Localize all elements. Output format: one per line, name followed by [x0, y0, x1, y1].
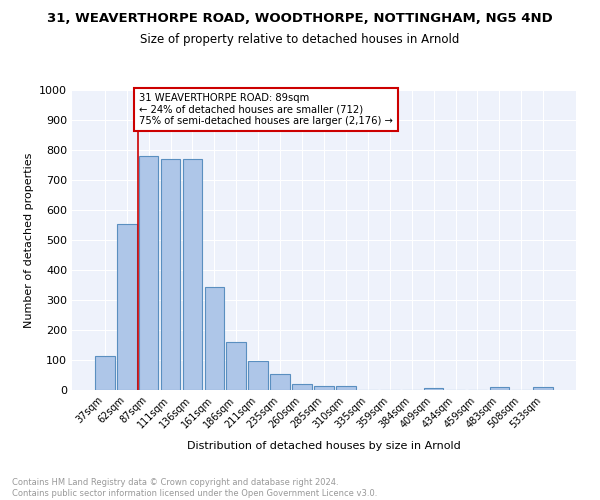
Y-axis label: Number of detached properties: Number of detached properties: [23, 152, 34, 328]
Text: 31, WEAVERTHORPE ROAD, WOODTHORPE, NOTTINGHAM, NG5 4ND: 31, WEAVERTHORPE ROAD, WOODTHORPE, NOTTI…: [47, 12, 553, 26]
Bar: [336, 386, 356, 390]
Bar: [205, 286, 224, 390]
Bar: [139, 156, 158, 390]
Text: Size of property relative to detached houses in Arnold: Size of property relative to detached ho…: [140, 32, 460, 46]
Bar: [161, 159, 181, 390]
Bar: [117, 224, 137, 390]
Bar: [314, 386, 334, 390]
Bar: [533, 387, 553, 390]
Bar: [226, 342, 246, 390]
Text: Contains HM Land Registry data © Crown copyright and database right 2024.
Contai: Contains HM Land Registry data © Crown c…: [12, 478, 377, 498]
Bar: [248, 361, 268, 390]
X-axis label: Distribution of detached houses by size in Arnold: Distribution of detached houses by size …: [187, 441, 461, 451]
Bar: [292, 384, 312, 390]
Text: 31 WEAVERTHORPE ROAD: 89sqm
← 24% of detached houses are smaller (712)
75% of se: 31 WEAVERTHORPE ROAD: 89sqm ← 24% of det…: [139, 93, 392, 126]
Bar: [424, 388, 443, 390]
Bar: [490, 387, 509, 390]
Bar: [95, 356, 115, 390]
Bar: [182, 159, 202, 390]
Bar: [270, 374, 290, 390]
